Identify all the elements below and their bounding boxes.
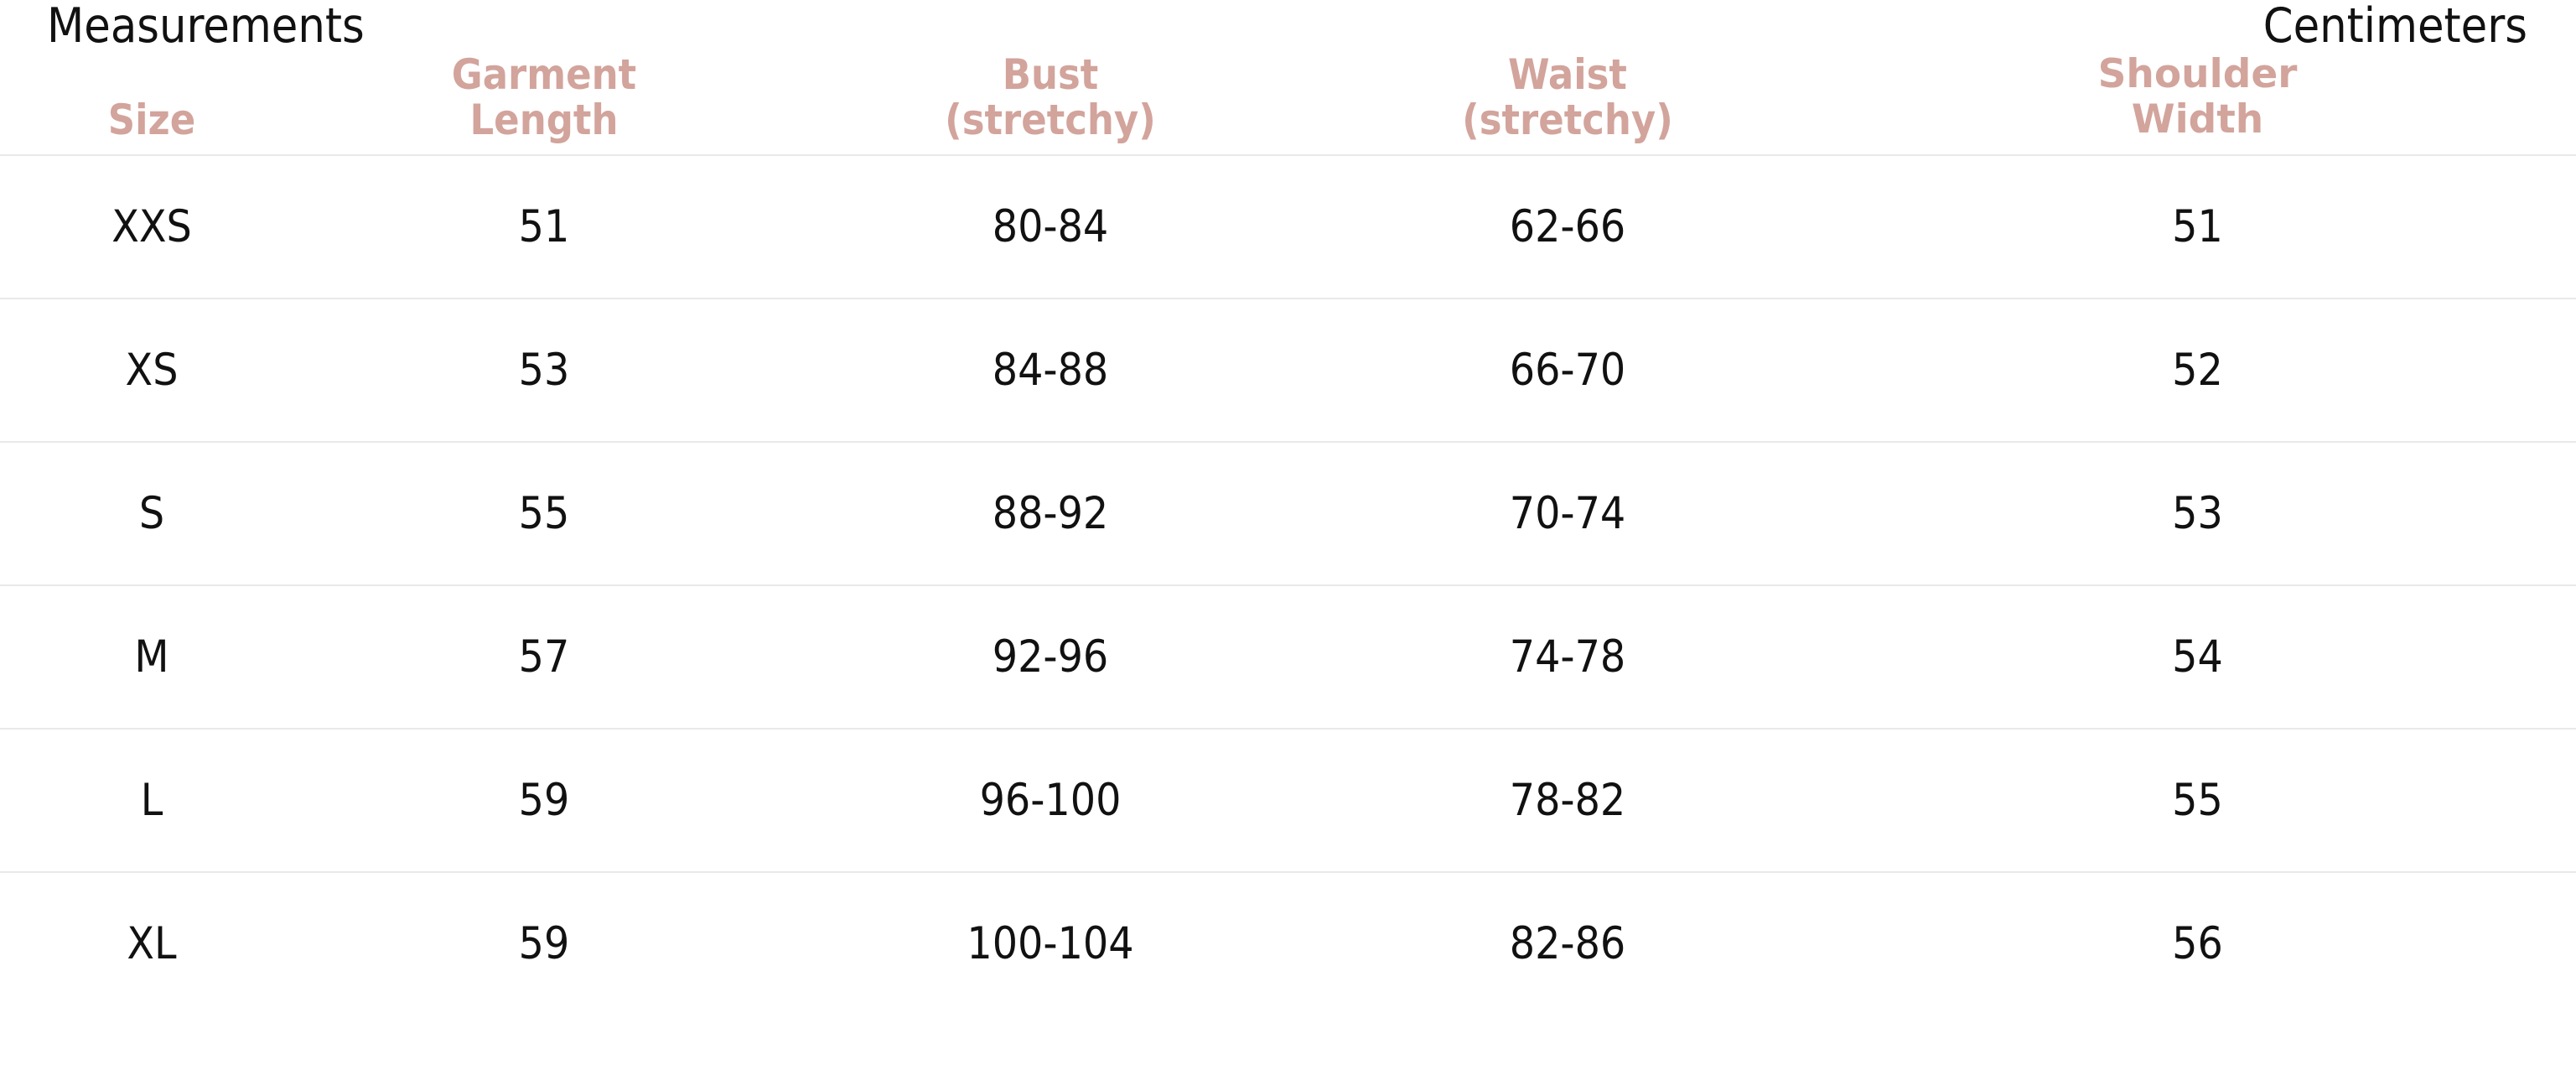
column-header-bust: Bust (stretchy) [785, 52, 1316, 155]
measurements-label: Measurements [47, 0, 365, 54]
cell-bust: 80-84 [785, 154, 1316, 299]
column-header-bust-line2: (stretchy) [945, 96, 1156, 144]
column-header-shoulder-width-line1: Shoulder [2097, 51, 2298, 97]
cell-garment-length: 53 [303, 298, 785, 442]
cell-size: S [0, 441, 303, 585]
column-header-size-line1: Size [107, 96, 196, 144]
chart-caption-row: Measurements Centimeters [0, 0, 2576, 52]
table-header: Size Garment Length Bust (stretchy) Wais… [0, 52, 2576, 155]
column-header-waist-line1: Waist [1508, 50, 1627, 99]
column-header-waist: Waist (stretchy) [1316, 52, 1819, 155]
cell-garment-length: 59 [303, 728, 785, 872]
cell-shoulder-width: 53 [1819, 441, 2576, 585]
cell-bust: 96-100 [785, 728, 1316, 872]
column-header-size: Size [0, 52, 303, 155]
cell-waist: 70-74 [1316, 441, 1819, 585]
column-header-bust-line1: Bust [1002, 50, 1099, 99]
column-header-garment-length: Garment Length [303, 52, 785, 155]
cell-waist: 74-78 [1316, 584, 1819, 729]
table-row: XS 53 84-88 66-70 52 [0, 298, 2576, 442]
cell-size: L [0, 728, 303, 872]
cell-shoulder-width: 51 [1819, 154, 2576, 299]
cell-waist: 82-86 [1316, 871, 1819, 1015]
table-body: XXS 51 80-84 62-66 51 XS 53 84-88 66-70 … [0, 154, 2576, 1015]
cell-size: M [0, 584, 303, 729]
table-row: XXS 51 80-84 62-66 51 [0, 154, 2576, 299]
cell-size: XXS [0, 154, 303, 299]
cell-size: XS [0, 298, 303, 442]
cell-waist: 78-82 [1316, 728, 1819, 872]
column-header-waist-line2: (stretchy) [1462, 96, 1673, 144]
table-row: XL 59 100-104 82-86 56 [0, 871, 2576, 1015]
cell-garment-length: 51 [303, 154, 785, 299]
cell-shoulder-width: 52 [1819, 298, 2576, 442]
column-header-garment-length-line2: Length [469, 96, 619, 144]
table-row: S 55 88-92 70-74 53 [0, 441, 2576, 585]
cell-bust: 92-96 [785, 584, 1316, 729]
cell-shoulder-width: 54 [1819, 584, 2576, 729]
cell-bust: 100-104 [785, 871, 1316, 1015]
cell-waist: 66-70 [1316, 298, 1819, 442]
unit-label: Centimeters [2262, 0, 2527, 54]
header-row: Size Garment Length Bust (stretchy) Wais… [0, 52, 2576, 155]
cell-garment-length: 55 [303, 441, 785, 585]
column-header-shoulder-width-line2: Width [2131, 96, 2264, 143]
table-row: L 59 96-100 78-82 55 [0, 728, 2576, 872]
cell-size: XL [0, 871, 303, 1015]
column-header-garment-length-line1: Garment [451, 50, 637, 99]
cell-shoulder-width: 55 [1819, 728, 2576, 872]
cell-shoulder-width: 56 [1819, 871, 2576, 1015]
cell-garment-length: 59 [303, 871, 785, 1015]
cell-waist: 62-66 [1316, 154, 1819, 299]
cell-bust: 88-92 [785, 441, 1316, 585]
column-header-shoulder-width: Shoulder Width [1819, 52, 2576, 155]
cell-bust: 84-88 [785, 298, 1316, 442]
size-chart-table: Size Garment Length Bust (stretchy) Wais… [0, 52, 2576, 1015]
cell-garment-length: 57 [303, 584, 785, 729]
table-row: M 57 92-96 74-78 54 [0, 584, 2576, 729]
